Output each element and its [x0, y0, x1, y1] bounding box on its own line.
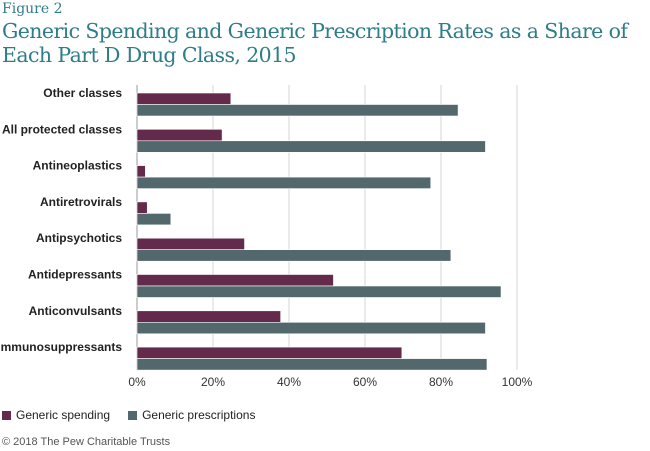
bar-generic-spending — [136, 92, 232, 105]
bar-generic-spending — [136, 129, 223, 142]
legend-label: Generic spending — [16, 408, 111, 422]
bar-generic-spending — [136, 346, 403, 359]
legend-label: Generic prescriptions — [142, 408, 256, 422]
figure-label: Figure 2 — [2, 1, 63, 17]
bar-generic-spending — [136, 237, 245, 250]
bar-generic-prescriptions — [136, 140, 486, 153]
bar-generic-prescriptions — [136, 285, 502, 298]
legend-swatch — [128, 411, 138, 420]
bar-generic-spending — [136, 310, 281, 323]
bar-generic-prescriptions — [136, 176, 432, 189]
legend-swatch — [2, 411, 11, 420]
bar-generic-prescriptions — [136, 213, 172, 226]
legend-item-prescriptions: Generic prescriptions — [128, 408, 255, 422]
chart-title: Generic Spending and Generic Prescriptio… — [2, 19, 628, 67]
bar-generic-spending — [136, 274, 334, 287]
legend: Generic spending Generic prescriptions — [2, 408, 255, 422]
category-label: Antiretrovirals — [40, 195, 122, 209]
source-credit: © 2018 The Pew Charitable Trusts — [2, 436, 171, 448]
category-label: Other classes — [43, 86, 122, 100]
category-label: All protected classes — [2, 122, 122, 136]
bar-generic-spending — [136, 165, 146, 178]
x-tick-label: 80% — [429, 375, 453, 389]
bar-generic-prescriptions — [136, 249, 452, 262]
x-tick-label: 60% — [353, 375, 377, 389]
category-label: Antipsychotics — [36, 231, 122, 245]
category-label: Antidepressants — [28, 268, 122, 282]
bar-generic-prescriptions — [136, 358, 488, 371]
bar-generic-prescriptions — [136, 104, 459, 117]
x-tick-label: 100% — [502, 375, 533, 389]
bar-generic-spending — [136, 201, 148, 214]
category-label: Immunosuppressants — [0, 340, 122, 354]
x-tick-label: 40% — [277, 375, 301, 389]
category-label: Anticonvulsants — [29, 304, 123, 318]
category-label: Antineoplastics — [33, 159, 123, 173]
x-tick-label: 20% — [201, 375, 225, 389]
legend-item-spending: Generic spending — [2, 408, 110, 422]
bar-generic-prescriptions — [136, 321, 486, 335]
x-tick-label: 0% — [128, 375, 146, 389]
